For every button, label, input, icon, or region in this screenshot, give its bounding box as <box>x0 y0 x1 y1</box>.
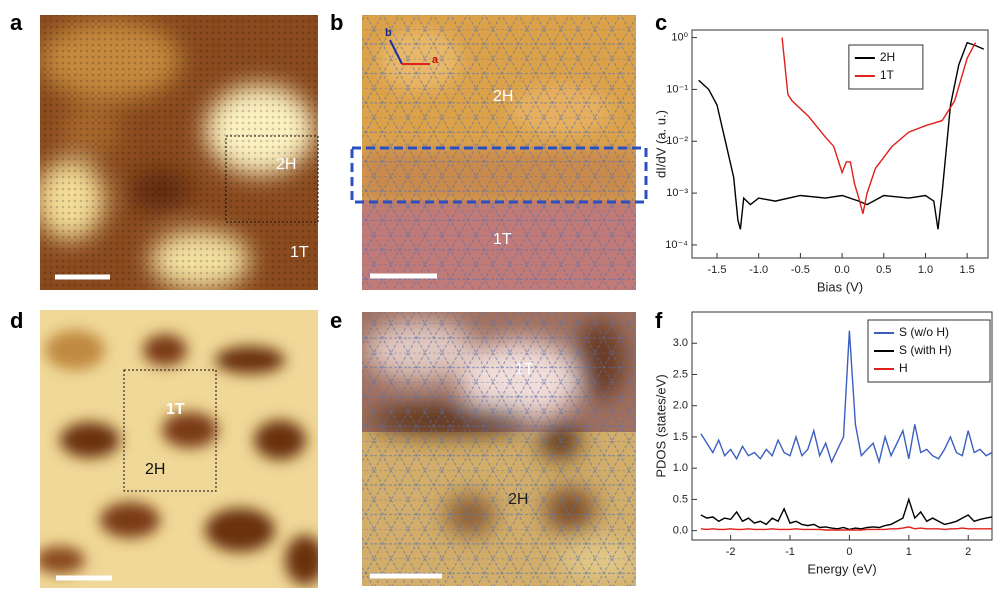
y-tick-label: 0.5 <box>673 493 688 505</box>
phase-label: 2H <box>508 491 528 508</box>
lattice-label: b <box>385 27 392 39</box>
zoom-box <box>123 369 217 492</box>
series-line <box>698 41 985 230</box>
x-tick-label: -1.5 <box>708 264 727 276</box>
panel-letter: f <box>655 308 663 333</box>
y-tick-label: 10⁻¹ <box>666 83 688 95</box>
y-tick-label: 10⁻⁴ <box>665 239 688 251</box>
stm-image-d <box>40 310 318 588</box>
stm-image-a <box>40 15 318 290</box>
panel-letter: a <box>10 10 23 35</box>
phase-label: 2H <box>276 156 296 173</box>
lattice-label: a <box>432 54 439 66</box>
charts: c -1.5 -1.0 -0.5 0.0 0.5 1.0 1.5 10⁻⁴ 10⁻³ 10⁻² 10⁻… <box>653 10 993 576</box>
x-tick-label: -0.5 <box>791 264 810 276</box>
phase-label: 1T <box>515 361 534 378</box>
x-tick-label: 0.0 <box>834 264 849 276</box>
y-axis-label: PDOS (states/eV) <box>653 374 668 477</box>
phase-label: 1T <box>290 244 309 261</box>
phase-label: 1T <box>166 401 185 418</box>
stm-image-e <box>362 312 636 586</box>
phase-label: 2H <box>493 88 513 105</box>
x-tick-label: 2 <box>965 546 971 558</box>
x-axis-label: Energy (eV) <box>807 561 876 576</box>
y-tick-label: 2.0 <box>673 400 688 412</box>
y-tick-label: 1.5 <box>673 431 688 443</box>
x-tick-label: 0.5 <box>876 264 891 276</box>
x-tick-label: 1.0 <box>918 264 933 276</box>
legend-label: S (with H) <box>899 343 952 357</box>
x-tick-label: 0 <box>846 546 852 558</box>
legend-label: 2H <box>880 50 895 64</box>
x-tick-label: -2 <box>726 546 736 558</box>
y-tick-label: 10⁰ <box>671 31 688 43</box>
x-tick-label: 1 <box>906 546 912 558</box>
interface-box <box>350 146 648 204</box>
y-tick-label: 2.5 <box>673 368 688 380</box>
panel-letter: b <box>330 10 343 35</box>
y-tick-label: 0.0 <box>673 525 688 537</box>
y-axis-label: dI/dV (a. u.) <box>653 110 668 178</box>
y-tick-label: 10⁻³ <box>666 187 688 199</box>
y-tick-label: 3.0 <box>673 337 688 349</box>
y-tick-label: 1.0 <box>673 462 688 474</box>
phase-label: 2H <box>145 461 165 478</box>
legend-label: H <box>899 361 908 375</box>
x-tick-label: -1.0 <box>749 264 768 276</box>
panel-letter: c <box>655 10 667 35</box>
stm-image-b <box>362 15 636 290</box>
x-tick-label: -1 <box>785 546 795 558</box>
legend-box <box>848 44 924 90</box>
x-axis-label: Bias (V) <box>817 279 863 294</box>
plot-frame <box>691 29 989 259</box>
series-line <box>700 330 993 465</box>
legend-label: 1T <box>880 68 895 82</box>
series-line <box>700 497 993 531</box>
series-line <box>700 526 992 531</box>
x-tick-label: 1.5 <box>960 264 975 276</box>
phase-label: 1T <box>493 231 512 248</box>
plot-frame <box>691 311 993 541</box>
panel-letter: d <box>10 308 23 333</box>
zoom-box <box>225 135 319 223</box>
y-tick-label: 10⁻² <box>666 135 688 147</box>
series-line <box>781 37 977 214</box>
legend-label: S (w/o H) <box>899 325 949 339</box>
panel-letter: e <box>330 308 342 333</box>
lattice-arrow <box>389 39 403 65</box>
